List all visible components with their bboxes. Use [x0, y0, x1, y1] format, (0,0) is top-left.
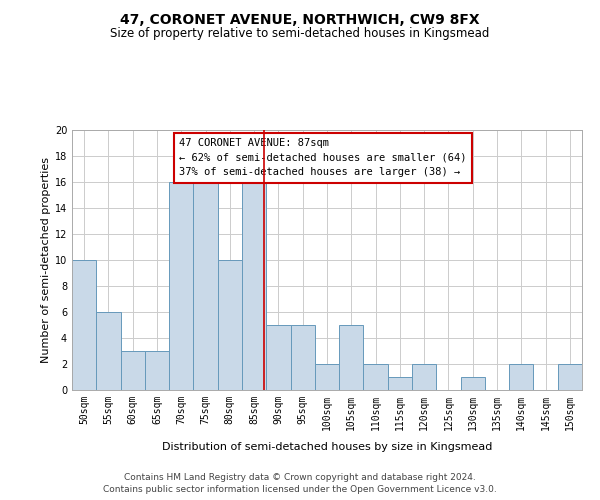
Bar	[169, 182, 193, 390]
Bar	[145, 351, 169, 390]
Bar	[290, 325, 315, 390]
Bar	[218, 260, 242, 390]
Bar	[96, 312, 121, 390]
Bar	[242, 182, 266, 390]
Text: Contains public sector information licensed under the Open Government Licence v3: Contains public sector information licen…	[103, 485, 497, 494]
Bar	[315, 364, 339, 390]
Bar	[412, 364, 436, 390]
Text: 47, CORONET AVENUE, NORTHWICH, CW9 8FX: 47, CORONET AVENUE, NORTHWICH, CW9 8FX	[120, 12, 480, 26]
Bar	[364, 364, 388, 390]
Bar	[461, 377, 485, 390]
Bar	[558, 364, 582, 390]
Bar	[266, 325, 290, 390]
Bar	[388, 377, 412, 390]
Bar	[509, 364, 533, 390]
Text: Contains HM Land Registry data © Crown copyright and database right 2024.: Contains HM Land Registry data © Crown c…	[124, 472, 476, 482]
Bar	[72, 260, 96, 390]
Bar	[193, 182, 218, 390]
Text: Size of property relative to semi-detached houses in Kingsmead: Size of property relative to semi-detach…	[110, 28, 490, 40]
Text: 47 CORONET AVENUE: 87sqm
← 62% of semi-detached houses are smaller (64)
37% of s: 47 CORONET AVENUE: 87sqm ← 62% of semi-d…	[179, 138, 467, 177]
Bar	[339, 325, 364, 390]
Y-axis label: Number of semi-detached properties: Number of semi-detached properties	[41, 157, 50, 363]
Bar	[121, 351, 145, 390]
Text: Distribution of semi-detached houses by size in Kingsmead: Distribution of semi-detached houses by …	[162, 442, 492, 452]
